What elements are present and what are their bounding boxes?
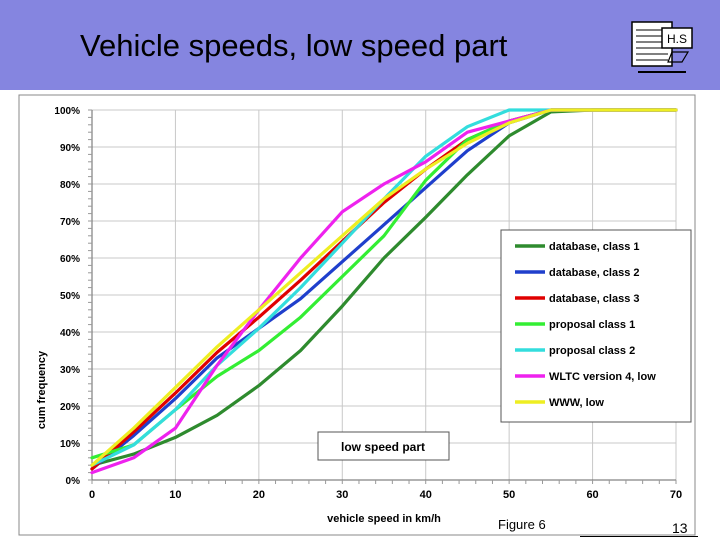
y-axis: 0% 10% 20% 30% 40% 50% 60% 70% 80% 90% 100% (54, 106, 80, 487)
minor-ticks (88, 109, 677, 484)
cumulative-frequency-chart: 0% 10% 20% 30% 40% 50% 60% 70% 80% 90% 100% 0 10 20 3… (18, 94, 696, 536)
legend-box (500, 229, 692, 423)
annotation-text: low speed part (341, 440, 425, 454)
annotation-box (317, 431, 450, 461)
x-tick-label: 40 (420, 489, 432, 501)
series-line (90, 108, 678, 467)
x-tick-label: 60 (586, 489, 598, 501)
y-tick-label: 80% (60, 180, 80, 191)
figure-label: Figure 6 (498, 517, 546, 532)
slide-title: Vehicle speeds, low speed part (80, 28, 508, 63)
page-number: 13 (672, 520, 688, 536)
series-line (90, 108, 678, 467)
hs-logo-icon: H.S (631, 21, 693, 73)
y-tick-label: 60% (60, 254, 80, 265)
logo-text: H.S (667, 32, 687, 46)
y-tick-label: 100% (54, 106, 80, 117)
legend-label: proposal class 2 (549, 345, 635, 357)
x-axis: 0 10 20 30 40 50 60 70 (89, 489, 682, 501)
series-lines (90, 108, 678, 475)
footer-divider (580, 536, 698, 537)
y-tick-label: 70% (60, 217, 80, 228)
x-tick-label: 30 (336, 489, 348, 501)
x-tick-label: 50 (503, 489, 515, 501)
x-tick-label: 20 (253, 489, 265, 501)
y-tick-label: 10% (60, 439, 80, 450)
legend-label: WLTC version 4, low (549, 371, 656, 383)
legend-label: proposal class 1 (549, 319, 635, 331)
y-tick-label: 30% (60, 365, 80, 376)
chart-area: 0% 10% 20% 30% 40% 50% 60% 70% 80% 90% 100% 0 10 20 3… (18, 94, 696, 536)
y-tick-label: 40% (60, 328, 80, 339)
series-line (90, 108, 678, 467)
x-tick-label: 70 (670, 489, 682, 501)
y-tick-label: 0% (66, 476, 81, 487)
legend: database, class 1 database, class 2 databa… (500, 229, 692, 423)
legend-label: WWW, low (549, 397, 604, 409)
y-tick-label: 50% (60, 291, 80, 302)
legend-label: database, class 1 (549, 241, 640, 253)
y-tick-label: 20% (60, 402, 80, 413)
y-tick-label: 90% (60, 143, 80, 154)
title-bar (0, 0, 720, 90)
x-tick-label: 10 (169, 489, 181, 501)
y-axis-label: cum frequency (36, 350, 48, 429)
legend-label: database, class 3 (549, 293, 640, 305)
x-tick-label: 0 (89, 489, 95, 501)
x-axis-label: vehicle speed in km/h (327, 513, 441, 525)
legend-label: database, class 2 (549, 267, 640, 279)
